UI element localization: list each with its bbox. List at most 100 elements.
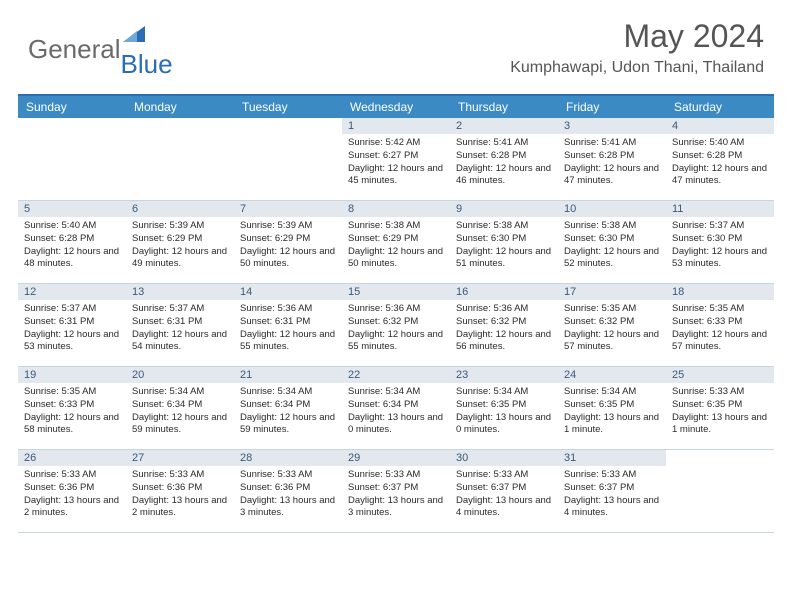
- day-number: 4: [666, 118, 774, 134]
- day-info: Sunrise: 5:40 AMSunset: 6:28 PMDaylight:…: [666, 134, 774, 192]
- day-number: 7: [234, 201, 342, 217]
- day-number: 13: [126, 284, 234, 300]
- weekday-cell: Friday: [558, 96, 666, 118]
- day-number: 23: [450, 367, 558, 383]
- day-cell: 5Sunrise: 5:40 AMSunset: 6:28 PMDaylight…: [18, 201, 126, 283]
- weekday-cell: Monday: [126, 96, 234, 118]
- weeks-container: ...1Sunrise: 5:42 AMSunset: 6:27 PMDayli…: [18, 118, 774, 533]
- empty-day-cell: .: [126, 118, 234, 200]
- calendar: SundayMondayTuesdayWednesdayThursdayFrid…: [18, 94, 774, 533]
- day-number: 1: [342, 118, 450, 134]
- weekday-cell: Sunday: [18, 96, 126, 118]
- day-number: 16: [450, 284, 558, 300]
- day-cell: 24Sunrise: 5:34 AMSunset: 6:35 PMDayligh…: [558, 367, 666, 449]
- day-info: Sunrise: 5:37 AMSunset: 6:30 PMDaylight:…: [666, 217, 774, 275]
- day-info: Sunrise: 5:35 AMSunset: 6:33 PMDaylight:…: [18, 383, 126, 441]
- day-number: 19: [18, 367, 126, 383]
- day-cell: 6Sunrise: 5:39 AMSunset: 6:29 PMDaylight…: [126, 201, 234, 283]
- weekday-cell: Wednesday: [342, 96, 450, 118]
- empty-day-cell: .: [18, 118, 126, 200]
- day-info: Sunrise: 5:36 AMSunset: 6:32 PMDaylight:…: [450, 300, 558, 358]
- week-row: 26Sunrise: 5:33 AMSunset: 6:36 PMDayligh…: [18, 450, 774, 533]
- week-row: 12Sunrise: 5:37 AMSunset: 6:31 PMDayligh…: [18, 284, 774, 367]
- day-info: Sunrise: 5:33 AMSunset: 6:37 PMDaylight:…: [450, 466, 558, 524]
- day-number: 28: [234, 450, 342, 466]
- day-info: Sunrise: 5:33 AMSunset: 6:36 PMDaylight:…: [18, 466, 126, 524]
- logo-text-blue: Blue: [121, 18, 173, 80]
- location-subtitle: Kumphawapi, Udon Thani, Thailand: [510, 59, 764, 77]
- day-cell: 18Sunrise: 5:35 AMSunset: 6:33 PMDayligh…: [666, 284, 774, 366]
- day-info: Sunrise: 5:41 AMSunset: 6:28 PMDaylight:…: [558, 134, 666, 192]
- day-cell: 16Sunrise: 5:36 AMSunset: 6:32 PMDayligh…: [450, 284, 558, 366]
- day-number: 31: [558, 450, 666, 466]
- weekday-cell: Tuesday: [234, 96, 342, 118]
- week-row: 5Sunrise: 5:40 AMSunset: 6:28 PMDaylight…: [18, 201, 774, 284]
- day-info: Sunrise: 5:37 AMSunset: 6:31 PMDaylight:…: [126, 300, 234, 358]
- day-info: Sunrise: 5:34 AMSunset: 6:35 PMDaylight:…: [450, 383, 558, 441]
- day-cell: 15Sunrise: 5:36 AMSunset: 6:32 PMDayligh…: [342, 284, 450, 366]
- day-info: Sunrise: 5:33 AMSunset: 6:36 PMDaylight:…: [234, 466, 342, 524]
- week-row: 19Sunrise: 5:35 AMSunset: 6:33 PMDayligh…: [18, 367, 774, 450]
- day-cell: 31Sunrise: 5:33 AMSunset: 6:37 PMDayligh…: [558, 450, 666, 532]
- day-info: Sunrise: 5:42 AMSunset: 6:27 PMDaylight:…: [342, 134, 450, 192]
- day-cell: 10Sunrise: 5:38 AMSunset: 6:30 PMDayligh…: [558, 201, 666, 283]
- day-number: 17: [558, 284, 666, 300]
- day-number: 22: [342, 367, 450, 383]
- day-info: Sunrise: 5:40 AMSunset: 6:28 PMDaylight:…: [18, 217, 126, 275]
- day-cell: 12Sunrise: 5:37 AMSunset: 6:31 PMDayligh…: [18, 284, 126, 366]
- day-cell: 19Sunrise: 5:35 AMSunset: 6:33 PMDayligh…: [18, 367, 126, 449]
- day-info: Sunrise: 5:36 AMSunset: 6:32 PMDaylight:…: [342, 300, 450, 358]
- day-number: 6: [126, 201, 234, 217]
- day-info: Sunrise: 5:33 AMSunset: 6:35 PMDaylight:…: [666, 383, 774, 441]
- day-number: 11: [666, 201, 774, 217]
- day-cell: 13Sunrise: 5:37 AMSunset: 6:31 PMDayligh…: [126, 284, 234, 366]
- day-cell: 28Sunrise: 5:33 AMSunset: 6:36 PMDayligh…: [234, 450, 342, 532]
- day-info: Sunrise: 5:36 AMSunset: 6:31 PMDaylight:…: [234, 300, 342, 358]
- day-number: 15: [342, 284, 450, 300]
- weekday-cell: Saturday: [666, 96, 774, 118]
- day-cell: 30Sunrise: 5:33 AMSunset: 6:37 PMDayligh…: [450, 450, 558, 532]
- day-cell: 2Sunrise: 5:41 AMSunset: 6:28 PMDaylight…: [450, 118, 558, 200]
- month-title: May 2024: [510, 18, 764, 55]
- title-block: May 2024 Kumphawapi, Udon Thani, Thailan…: [510, 18, 764, 77]
- day-info: Sunrise: 5:39 AMSunset: 6:29 PMDaylight:…: [126, 217, 234, 275]
- day-cell: 8Sunrise: 5:38 AMSunset: 6:29 PMDaylight…: [342, 201, 450, 283]
- day-cell: 17Sunrise: 5:35 AMSunset: 6:32 PMDayligh…: [558, 284, 666, 366]
- day-number: 24: [558, 367, 666, 383]
- day-number: 8: [342, 201, 450, 217]
- day-info: Sunrise: 5:34 AMSunset: 6:34 PMDaylight:…: [234, 383, 342, 441]
- day-cell: 26Sunrise: 5:33 AMSunset: 6:36 PMDayligh…: [18, 450, 126, 532]
- day-cell: 7Sunrise: 5:39 AMSunset: 6:29 PMDaylight…: [234, 201, 342, 283]
- day-info: Sunrise: 5:34 AMSunset: 6:34 PMDaylight:…: [342, 383, 450, 441]
- day-number: 3: [558, 118, 666, 134]
- day-number: 20: [126, 367, 234, 383]
- day-info: Sunrise: 5:37 AMSunset: 6:31 PMDaylight:…: [18, 300, 126, 358]
- empty-day-cell: .: [234, 118, 342, 200]
- day-number: 18: [666, 284, 774, 300]
- day-cell: 3Sunrise: 5:41 AMSunset: 6:28 PMDaylight…: [558, 118, 666, 200]
- day-info: Sunrise: 5:33 AMSunset: 6:37 PMDaylight:…: [558, 466, 666, 524]
- day-info: Sunrise: 5:38 AMSunset: 6:30 PMDaylight:…: [558, 217, 666, 275]
- day-number: 14: [234, 284, 342, 300]
- day-number: 27: [126, 450, 234, 466]
- day-info: Sunrise: 5:38 AMSunset: 6:30 PMDaylight:…: [450, 217, 558, 275]
- day-info: Sunrise: 5:34 AMSunset: 6:34 PMDaylight:…: [126, 383, 234, 441]
- day-number: 26: [18, 450, 126, 466]
- day-cell: 25Sunrise: 5:33 AMSunset: 6:35 PMDayligh…: [666, 367, 774, 449]
- day-info: Sunrise: 5:35 AMSunset: 6:33 PMDaylight:…: [666, 300, 774, 358]
- day-number: 9: [450, 201, 558, 217]
- day-cell: 29Sunrise: 5:33 AMSunset: 6:37 PMDayligh…: [342, 450, 450, 532]
- logo: GeneralBlue: [28, 18, 173, 80]
- day-cell: 22Sunrise: 5:34 AMSunset: 6:34 PMDayligh…: [342, 367, 450, 449]
- logo-text-general: General: [28, 34, 121, 65]
- header: GeneralBlue May 2024 Kumphawapi, Udon Th…: [0, 0, 792, 88]
- weekday-header-row: SundayMondayTuesdayWednesdayThursdayFrid…: [18, 96, 774, 118]
- day-info: Sunrise: 5:33 AMSunset: 6:37 PMDaylight:…: [342, 466, 450, 524]
- day-cell: 23Sunrise: 5:34 AMSunset: 6:35 PMDayligh…: [450, 367, 558, 449]
- day-cell: 1Sunrise: 5:42 AMSunset: 6:27 PMDaylight…: [342, 118, 450, 200]
- day-cell: 14Sunrise: 5:36 AMSunset: 6:31 PMDayligh…: [234, 284, 342, 366]
- day-cell: 4Sunrise: 5:40 AMSunset: 6:28 PMDaylight…: [666, 118, 774, 200]
- day-cell: 11Sunrise: 5:37 AMSunset: 6:30 PMDayligh…: [666, 201, 774, 283]
- day-info: Sunrise: 5:35 AMSunset: 6:32 PMDaylight:…: [558, 300, 666, 358]
- empty-day-cell: .: [666, 450, 774, 532]
